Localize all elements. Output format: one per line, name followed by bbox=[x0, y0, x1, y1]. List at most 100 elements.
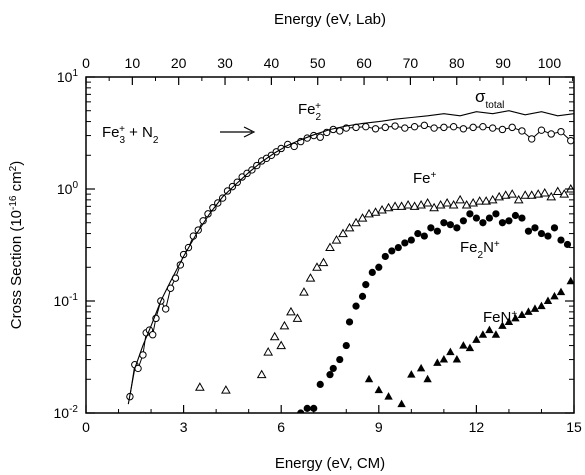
top-tick-label: 70 bbox=[403, 55, 419, 71]
point-fe2n-plus bbox=[368, 268, 376, 277]
annotation-fen-plus: FeN+ bbox=[483, 309, 517, 327]
point-fe2n-plus bbox=[316, 380, 324, 389]
top-tick-label: 30 bbox=[217, 55, 233, 71]
point-fe2n-plus bbox=[453, 224, 461, 232]
point-fe2-plus bbox=[459, 125, 468, 133]
point-fe-plus bbox=[422, 197, 433, 207]
point-fe2n-plus bbox=[505, 217, 513, 225]
point-fe2-plus bbox=[488, 124, 497, 132]
point-fe-plus bbox=[370, 207, 381, 216]
top-tick-label: 100 bbox=[538, 55, 562, 71]
point-fen-plus bbox=[517, 310, 527, 318]
point-fe2-plus bbox=[449, 122, 458, 131]
point-fe2n-plus bbox=[511, 211, 520, 220]
point-fe2n-plus bbox=[498, 219, 507, 227]
point-fe2n-plus bbox=[401, 239, 409, 247]
point-fe2-plus bbox=[162, 305, 170, 313]
point-fe2-plus bbox=[420, 121, 429, 130]
point-fe-plus bbox=[276, 340, 287, 350]
point-fe-plus bbox=[552, 186, 563, 195]
point-fe2-plus bbox=[316, 133, 324, 141]
point-fe2-plus bbox=[391, 122, 399, 130]
point-fe2n-plus bbox=[388, 247, 396, 255]
point-fen-plus bbox=[374, 385, 383, 394]
point-fe2-plus bbox=[401, 124, 409, 132]
top-tick-label: 90 bbox=[495, 55, 511, 71]
point-fe2n-plus bbox=[485, 214, 494, 222]
svg-text:Fe+: Fe+ bbox=[413, 170, 437, 188]
top-tick-label: 50 bbox=[310, 55, 326, 71]
point-fe-plus bbox=[256, 369, 267, 379]
point-fe2n-plus bbox=[358, 292, 367, 300]
point-fe2n-plus bbox=[375, 263, 383, 271]
point-fe2n-plus bbox=[524, 227, 533, 235]
svg-text:FeN+: FeN+ bbox=[483, 309, 517, 327]
point-fe-plus bbox=[409, 201, 420, 210]
series-layer bbox=[126, 110, 574, 413]
point-fe2n-plus bbox=[459, 217, 467, 225]
annotation-fe2n-plus: Fe2N+ bbox=[460, 239, 500, 261]
point-fe2n-plus bbox=[326, 371, 334, 379]
point-fen-plus bbox=[459, 341, 468, 349]
point-fen-plus bbox=[491, 330, 501, 338]
point-fe2n-plus bbox=[544, 232, 552, 240]
reaction-label: Fe3+ + N2 bbox=[102, 124, 256, 146]
point-fe-plus bbox=[559, 189, 570, 198]
point-fe-plus bbox=[357, 213, 368, 222]
point-fe2-plus bbox=[228, 182, 237, 191]
point-fe-plus bbox=[263, 347, 274, 356]
point-fe-plus bbox=[279, 320, 290, 330]
point-fe-plus bbox=[448, 199, 459, 209]
point-fe2-plus bbox=[547, 130, 555, 138]
point-fe-plus bbox=[305, 273, 316, 282]
point-fe-plus bbox=[539, 188, 550, 197]
point-fe2-plus bbox=[440, 123, 448, 132]
point-fe2-plus bbox=[148, 331, 157, 339]
point-fe2n-plus bbox=[433, 227, 441, 235]
point-fen-plus bbox=[472, 335, 481, 343]
point-fe-plus bbox=[221, 385, 231, 394]
point-fe2n-plus bbox=[440, 219, 448, 227]
point-fe2-plus bbox=[528, 135, 536, 143]
point-fe2-plus bbox=[209, 204, 217, 212]
point-fe2n-plus bbox=[531, 224, 539, 232]
top-tick-label: 0 bbox=[82, 55, 90, 71]
point-fe2n-plus bbox=[563, 240, 572, 249]
point-fen-plus bbox=[550, 291, 559, 300]
point-fe2n-plus bbox=[303, 404, 311, 412]
x-tick-label: 0 bbox=[82, 419, 90, 435]
point-fe2n-plus bbox=[466, 210, 474, 218]
point-fen-plus bbox=[537, 301, 546, 310]
point-fe2n-plus bbox=[407, 236, 415, 244]
point-fe-plus bbox=[500, 190, 511, 199]
point-fen-plus bbox=[439, 355, 449, 363]
point-fen-plus bbox=[485, 325, 494, 334]
point-fe2n-plus bbox=[479, 219, 487, 227]
point-fe-plus bbox=[468, 197, 479, 207]
point-fe-plus bbox=[331, 235, 342, 244]
point-fe-plus bbox=[299, 287, 309, 296]
point-fen-plus bbox=[504, 317, 514, 325]
svg-text:σtotal: σtotal bbox=[475, 87, 504, 111]
point-fe2-plus bbox=[498, 125, 507, 134]
series-line-sigma-total bbox=[127, 110, 574, 405]
x-tick-label: 9 bbox=[375, 419, 383, 435]
point-fe-plus bbox=[481, 196, 492, 205]
point-fe-plus bbox=[351, 217, 361, 227]
point-fe2-plus bbox=[469, 123, 477, 132]
point-fen-plus bbox=[433, 358, 442, 366]
point-fen-plus bbox=[566, 276, 574, 285]
point-fen-plus bbox=[498, 321, 507, 329]
annotation-fe2-plus: Fe2+ bbox=[298, 101, 322, 123]
point-fe-plus bbox=[513, 194, 524, 204]
point-fe2n-plus bbox=[342, 341, 350, 350]
point-fe-plus bbox=[455, 194, 465, 204]
point-fen-plus bbox=[416, 363, 426, 372]
point-fe-plus bbox=[520, 190, 531, 199]
ticks-layer: 0 3 6 9 12 15 0 10 20 30 40 50 60 70 80 90 100 10-2 10-1 10… bbox=[54, 55, 582, 435]
point-fe-plus bbox=[312, 262, 322, 271]
y-tick-label: 101 bbox=[57, 68, 79, 85]
svg-text:Fe2+: Fe2+ bbox=[298, 101, 322, 123]
point-fe2-plus bbox=[362, 122, 370, 131]
point-fe-plus bbox=[546, 191, 557, 201]
